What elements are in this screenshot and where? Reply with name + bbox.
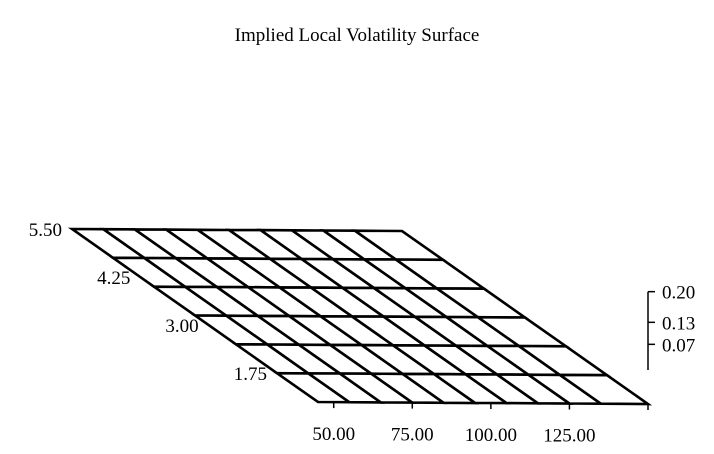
x-axis-tick-label: 75.00 <box>391 425 434 446</box>
y-axis-tick-label: 1.75 <box>234 364 267 385</box>
surface-mesh <box>67 227 653 406</box>
y-axis-tick-label: 3.00 <box>165 316 198 337</box>
x-axis-tick-label: 50.00 <box>312 424 355 445</box>
z-axis-tick-label: 0.13 <box>662 313 695 334</box>
axes-group: 50.00 75.00 100.00 125.00 5.50 4.25 3.00 1.75 0.… <box>29 220 696 447</box>
chart-title: Implied Local Volatility Surface <box>235 25 480 46</box>
z-axis-tick-label: 0.20 <box>662 283 695 304</box>
x-axis-line <box>317 401 649 405</box>
x-axis-tick-label: 100.00 <box>465 425 517 446</box>
y-axis-tick-label: 5.50 <box>29 220 62 241</box>
y-axis-tick-label: 4.25 <box>97 268 130 289</box>
z-axis-tick-label: 0.07 <box>662 335 695 356</box>
x-axis-tick-label: 125.00 <box>543 426 595 447</box>
